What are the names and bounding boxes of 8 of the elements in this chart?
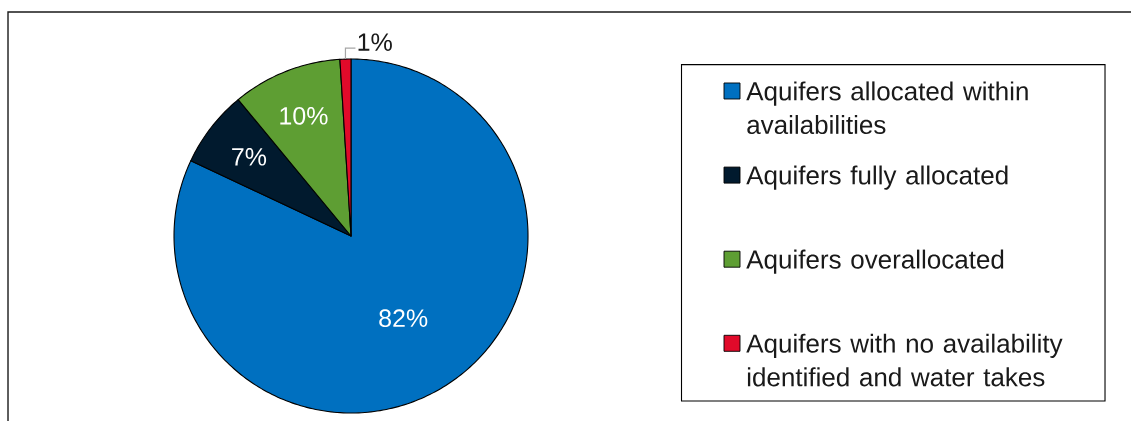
legend-label: Aquifers with no availability identified and water takes [746,333,1063,387]
legend-label: Aquifers fully allocated [746,165,1008,190]
data-label: 7% [232,148,267,166]
data-label: 82% [379,309,428,328]
data-label: 10% [280,107,328,125]
data-label: 1% [358,33,392,51]
legend-label: Aquifers allocated within availabilities [746,81,1028,135]
legend-label: Aquifers overallocated [746,249,1004,274]
